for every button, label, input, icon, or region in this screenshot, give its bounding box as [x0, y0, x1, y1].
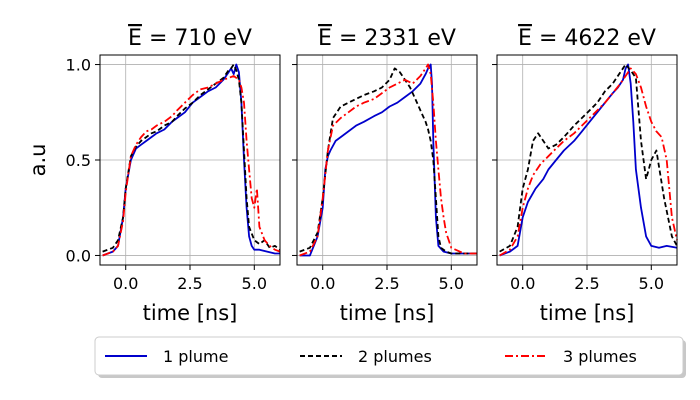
series-line-2-plumes	[102, 63, 281, 253]
title-symbol: E	[128, 26, 142, 51]
y-axis-label: a.u	[26, 144, 50, 177]
series-line-1-plume	[299, 63, 477, 257]
legend: 1 plume 2 plumes 3 plumes	[94, 336, 686, 378]
series-line-2-plumes	[299, 67, 477, 255]
title-symbol: E	[318, 26, 332, 51]
x-tick-label: 5.0	[439, 274, 464, 293]
x-axis-label: time [ns]	[143, 301, 238, 325]
x-tick-label: 2.5	[574, 274, 599, 293]
y-tick-label: 0.0	[66, 246, 91, 265]
legend-box	[94, 336, 684, 376]
panel-title: E = 4622 eV	[518, 26, 656, 51]
x-tick-label: 0.0	[510, 274, 535, 293]
x-tick-label: 5.0	[242, 274, 267, 293]
y-tick-label: 0.5	[66, 151, 91, 170]
title-value: = 710 eV	[142, 26, 252, 51]
series-line-3-plumes	[102, 75, 281, 257]
title-value: = 4622 eV	[532, 26, 656, 51]
x-tick-label: 2.5	[374, 274, 399, 293]
title-symbol: E	[518, 26, 532, 51]
x-tick-label: 2.5	[177, 274, 202, 293]
panel-title: E = 710 eV	[128, 26, 252, 51]
x-tick-label: 5.0	[639, 274, 664, 293]
title-value: = 2331 eV	[332, 26, 456, 51]
legend-entry: 1 plume	[163, 347, 228, 366]
x-axis-label: time [ns]	[540, 301, 635, 325]
x-axis-label: time [ns]	[340, 301, 435, 325]
series-line-2-plumes	[499, 63, 678, 253]
panel-1: 0.0 2.5 5.0 0.0 0.5 1.0 time [ns] E = 710 eV	[66, 26, 281, 325]
legend-entry: 2 plumes	[358, 347, 432, 366]
series-line-3-plumes	[299, 63, 477, 257]
panel-title: E = 2331 eV	[318, 26, 456, 51]
series-line-3-plumes	[499, 67, 678, 257]
x-tick-label: 0.0	[310, 274, 335, 293]
legend-entry: 3 plumes	[563, 347, 637, 366]
x-tick-label: 0.0	[113, 274, 138, 293]
series-line-1-plume	[102, 63, 280, 257]
y-tick-label: 1.0	[66, 56, 91, 75]
